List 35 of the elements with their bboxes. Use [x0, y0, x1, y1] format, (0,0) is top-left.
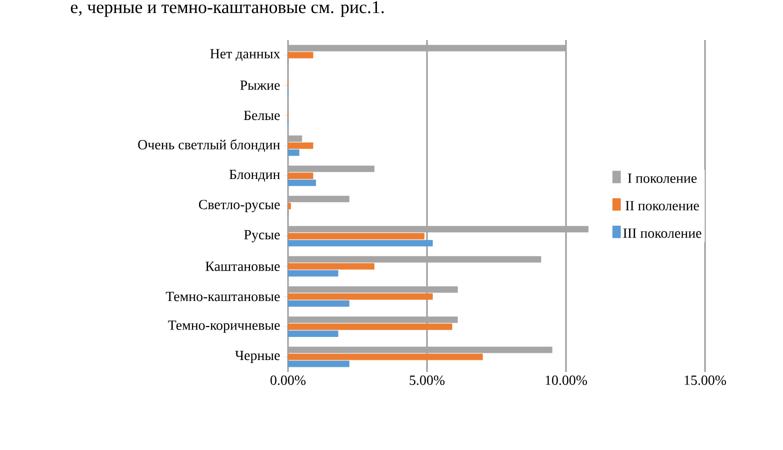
bar: [288, 330, 338, 337]
x-tick-label: 0.00%: [270, 376, 306, 385]
bar: [288, 142, 314, 149]
x-tick-label: 5.00%: [410, 376, 445, 385]
bar: [288, 149, 300, 156]
text: е, черные и темно-каштановые см. рис.1.: [70, 1, 384, 17]
bar: [288, 52, 314, 58]
y-tick-label: Русые: [244, 230, 280, 242]
bar: [288, 360, 350, 368]
y-tick-label: Черные: [235, 350, 280, 363]
legend-label: I поколение: [628, 174, 697, 183]
legend-label: II поколение: [626, 201, 699, 210]
bar: [288, 354, 483, 360]
bar: [288, 240, 433, 246]
bar: [288, 202, 291, 210]
y-tick-label: Белые: [244, 110, 280, 120]
x-tick-label: 15.00%: [684, 376, 726, 385]
x-tick-label: 10.00%: [546, 376, 588, 385]
y-tick-label: Блондин: [229, 170, 280, 182]
y-tick-label: Очень светлый блондин: [138, 139, 280, 152]
bar: [288, 293, 433, 300]
bar: [288, 300, 350, 307]
y-tick-label: Темно-коричневые: [168, 320, 280, 333]
y-tick-label: Рыжие: [240, 80, 280, 90]
bar: [288, 172, 314, 180]
bar: [288, 263, 374, 270]
bar: [288, 232, 424, 240]
bar: [288, 270, 338, 277]
bar: [288, 324, 452, 330]
y-tick-label: Светло-русые: [198, 200, 280, 212]
bar: [288, 180, 316, 186]
y-tick-label: Каштановые: [206, 262, 280, 272]
y-tick-label: Нет данных: [210, 49, 280, 62]
y-tick-label: Темно-каштановые: [166, 292, 280, 302]
legend-label: III поколение: [623, 228, 702, 238]
